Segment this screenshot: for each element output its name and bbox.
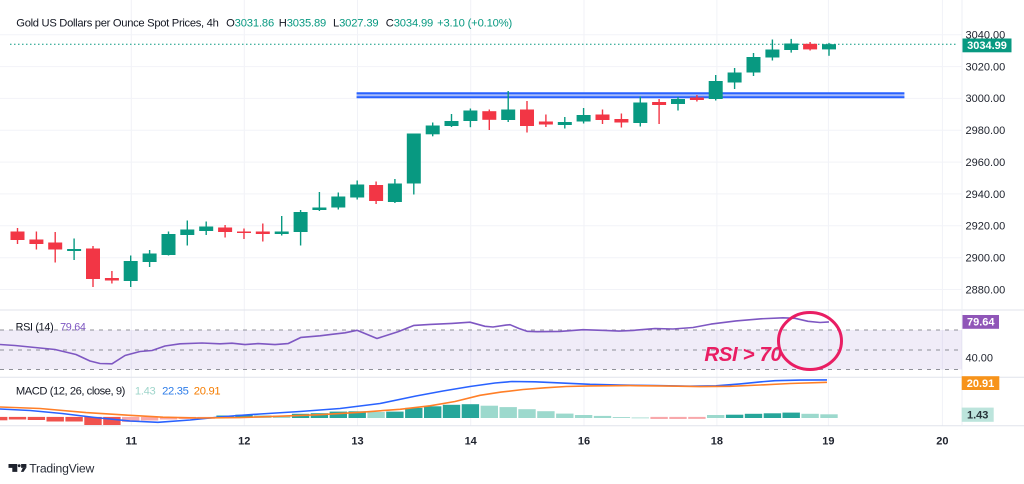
svg-text:79.64: 79.64 [60, 322, 86, 334]
svg-text:L3027.39: L3027.39 [333, 18, 378, 30]
svg-text:1.43: 1.43 [967, 410, 988, 422]
svg-text:+3.10 (+0.10%): +3.10 (+0.10%) [437, 18, 512, 30]
svg-text:16: 16 [578, 436, 590, 448]
svg-text:H3035.89: H3035.89 [279, 18, 326, 30]
svg-text:O3031.86: O3031.86 [226, 18, 274, 30]
svg-text:2920.00: 2920.00 [966, 221, 1006, 233]
svg-text:RSI (14): RSI (14) [16, 322, 54, 334]
svg-text:19: 19 [822, 436, 834, 448]
svg-text:3034.99: 3034.99 [967, 40, 1007, 52]
svg-text:22.35: 22.35 [162, 386, 189, 398]
svg-text:2880.00: 2880.00 [966, 284, 1006, 296]
svg-text:18: 18 [711, 436, 723, 448]
svg-text:20.91: 20.91 [967, 378, 995, 390]
svg-text:11: 11 [125, 436, 137, 448]
svg-text:79.64: 79.64 [967, 317, 995, 329]
svg-text:2980.00: 2980.00 [966, 125, 1006, 137]
svg-text:40.00: 40.00 [966, 353, 994, 365]
svg-text:Gold US Dollars per Ounce Spot: Gold US Dollars per Ounce Spot Prices, 4… [16, 18, 218, 30]
svg-text:13: 13 [351, 436, 363, 448]
svg-text:20.91: 20.91 [194, 386, 221, 398]
svg-text:TradingView: TradingView [29, 462, 94, 476]
svg-text:1.43: 1.43 [135, 386, 156, 398]
svg-text:MACD (12, 26, close, 9): MACD (12, 26, close, 9) [16, 386, 126, 398]
svg-text:RSI > 70: RSI > 70 [704, 343, 782, 366]
svg-text:3000.00: 3000.00 [966, 93, 1006, 105]
svg-text:2960.00: 2960.00 [966, 157, 1006, 169]
svg-text:2900.00: 2900.00 [966, 253, 1006, 265]
svg-text:3020.00: 3020.00 [966, 61, 1006, 73]
svg-text:20: 20 [936, 436, 948, 448]
svg-text:C3034.99: C3034.99 [386, 18, 433, 30]
svg-text:12: 12 [238, 436, 250, 448]
svg-text:2940.00: 2940.00 [966, 189, 1006, 201]
svg-text:14: 14 [465, 436, 478, 448]
